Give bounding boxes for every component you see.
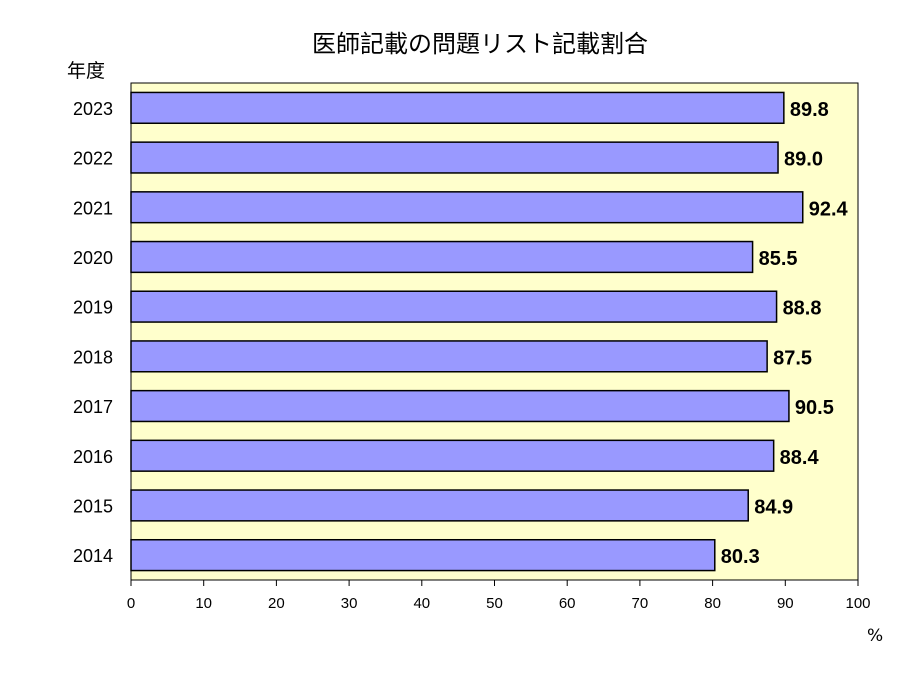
- x-tick-label-40: 40: [413, 595, 430, 612]
- category-label-2016: 2016: [73, 447, 113, 467]
- x-tick-label-10: 10: [195, 595, 212, 612]
- bar-2022: [130, 141, 779, 174]
- bar-2015: [130, 489, 749, 522]
- x-tick-label-100: 100: [845, 595, 870, 612]
- x-tick-label-60: 60: [559, 595, 576, 612]
- bar-2014: [130, 538, 716, 572]
- category-label-2023: 2023: [73, 99, 113, 119]
- bar-2017: [130, 389, 790, 423]
- x-tick-label-70: 70: [632, 595, 649, 612]
- value-label-2023: 89.8: [790, 99, 829, 121]
- value-label-2018: 87.5: [773, 347, 812, 369]
- category-label-2017: 2017: [73, 397, 113, 417]
- y-axis-label: 年度: [67, 60, 106, 82]
- category-label-2019: 2019: [73, 298, 113, 318]
- value-label-2014: 80.3: [721, 546, 760, 568]
- value-label-2017: 90.5: [795, 397, 834, 419]
- x-tick-label-80: 80: [704, 595, 721, 612]
- x-tick-label-0: 0: [127, 595, 135, 612]
- bar-2020: [130, 240, 754, 274]
- x-tick-label-20: 20: [268, 595, 285, 612]
- bar-2018: [130, 340, 768, 373]
- value-label-2022: 89.0: [784, 149, 823, 171]
- value-label-2015: 84.9: [754, 496, 793, 518]
- bar-2019: [130, 290, 778, 323]
- x-axis-unit: %: [867, 626, 884, 646]
- category-label-2014: 2014: [73, 546, 113, 566]
- bar-2016: [130, 439, 775, 472]
- value-label-2020: 85.5: [759, 248, 798, 270]
- category-label-2018: 2018: [73, 347, 113, 367]
- bar-2023: [130, 91, 785, 125]
- x-tick-label-50: 50: [486, 595, 503, 612]
- x-tick-label-90: 90: [777, 595, 794, 612]
- bar-2021: [130, 191, 804, 224]
- x-tick-label-30: 30: [341, 595, 358, 612]
- category-label-2021: 2021: [73, 198, 113, 218]
- category-label-2022: 2022: [73, 149, 113, 169]
- value-label-2021: 92.4: [809, 198, 849, 220]
- chart-title: 医師記載の問題リスト記載割合: [312, 30, 648, 58]
- category-label-2015: 2015: [73, 496, 113, 516]
- category-label-2020: 2020: [73, 248, 113, 268]
- value-label-2016: 88.4: [780, 447, 820, 469]
- value-label-2019: 88.8: [783, 298, 822, 320]
